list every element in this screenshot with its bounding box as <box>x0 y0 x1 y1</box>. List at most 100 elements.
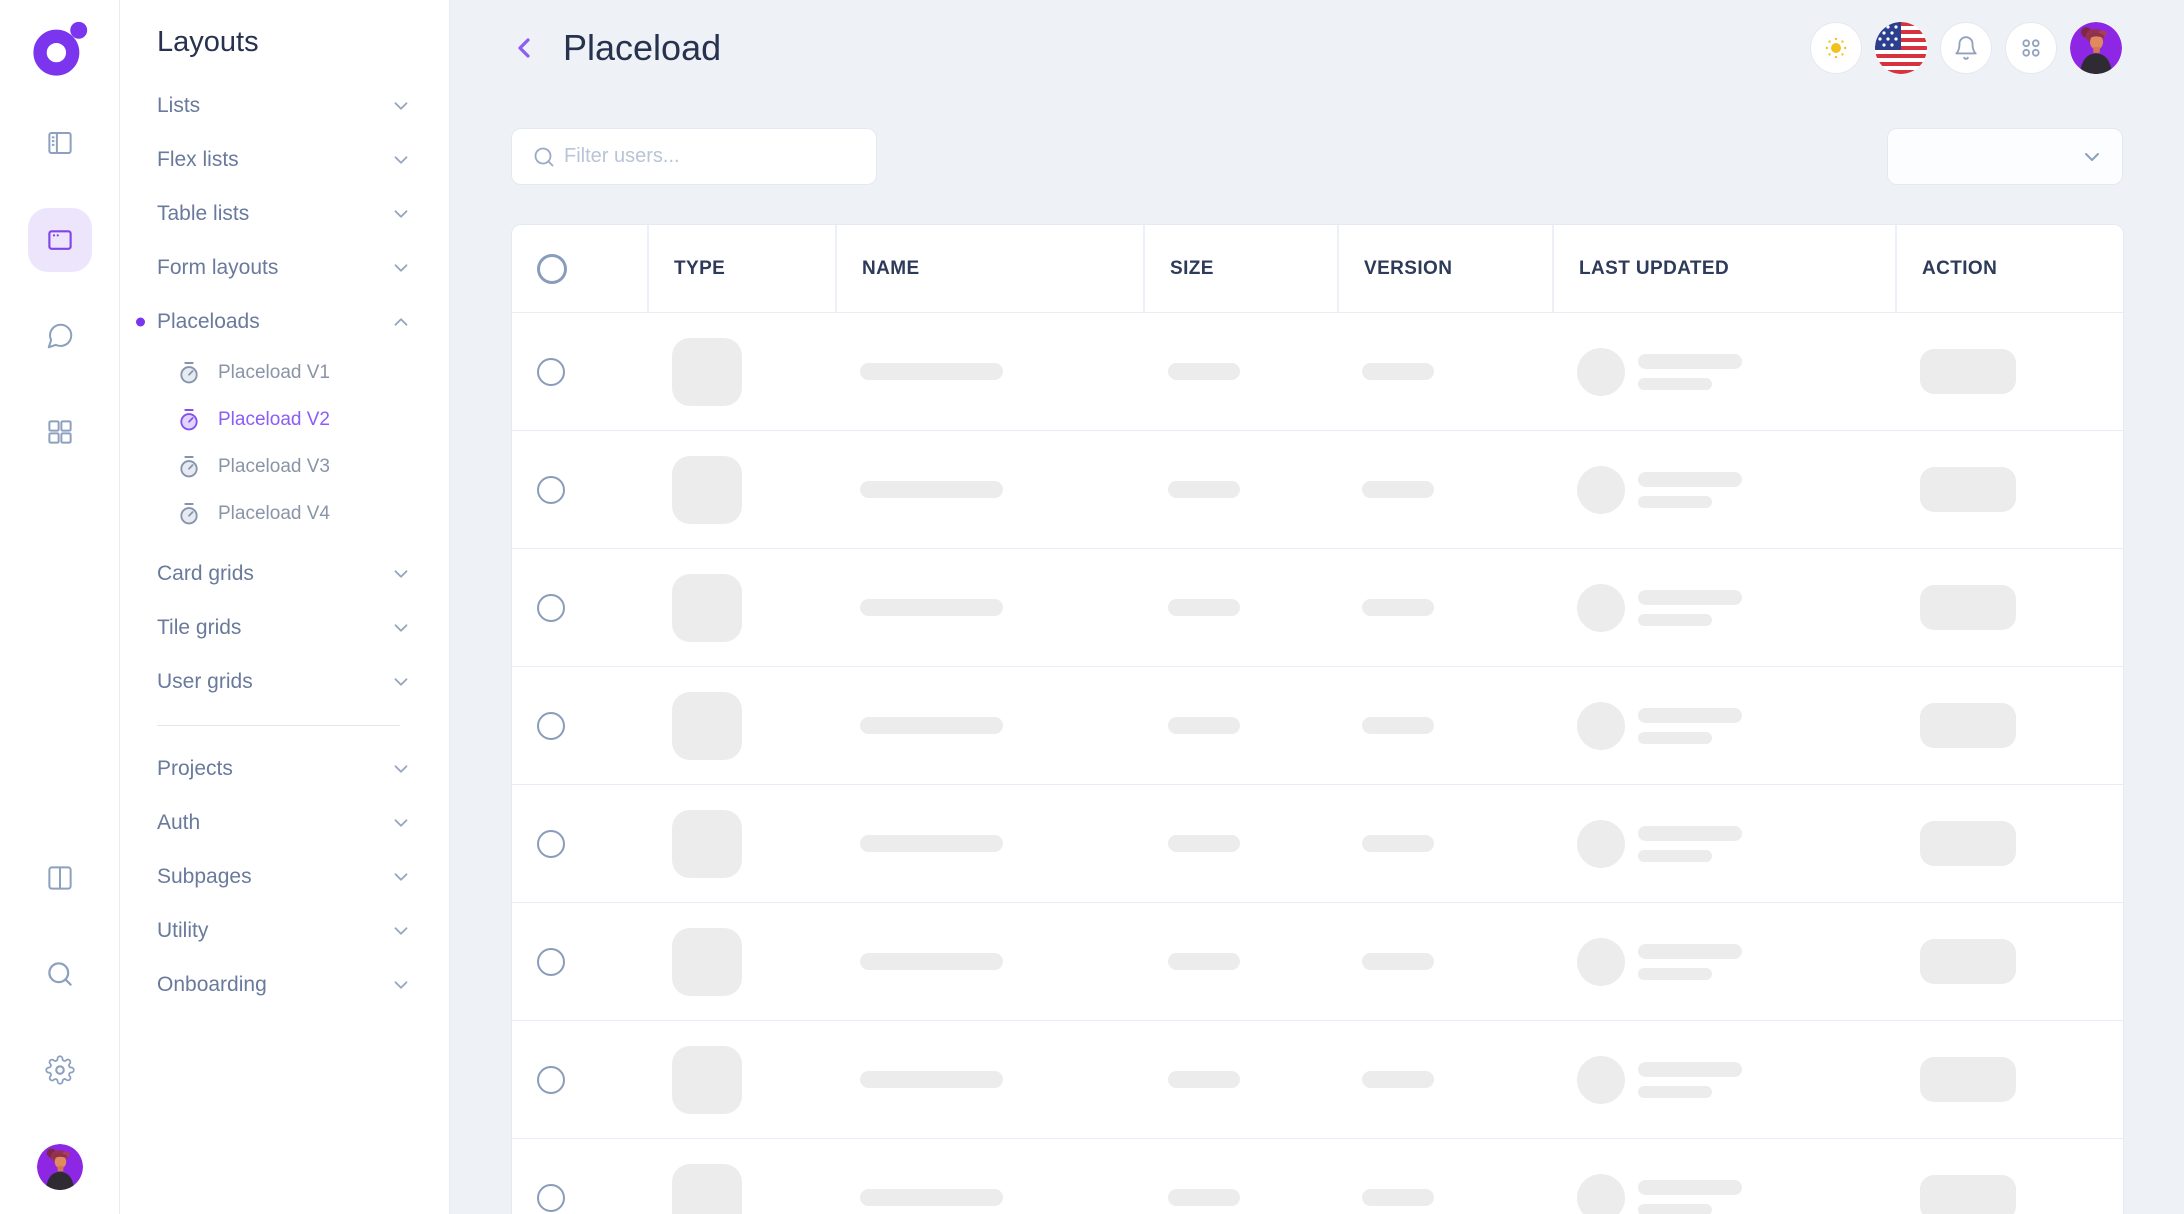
row-select-radio[interactable] <box>537 593 565 622</box>
main-content: Placeload TYPE NAME S <box>450 0 2184 1214</box>
last-updated-cell <box>1552 1021 1895 1138</box>
action-cell <box>1895 431 2123 548</box>
row-select-radio[interactable] <box>537 711 565 740</box>
chat-icon[interactable] <box>36 312 84 360</box>
sidebar-item-placeloads[interactable]: Placeloads <box>136 295 412 349</box>
updated-bars <box>1638 943 1742 980</box>
version-skeleton <box>1362 835 1434 852</box>
column-header-action: ACTION <box>1895 225 2123 312</box>
size-skeleton <box>1168 1071 1240 1088</box>
size-cell <box>1143 549 1337 666</box>
us-flag-icon <box>1875 22 1927 74</box>
layouts-sidebar: Layouts Lists Flex lists Table lists For… <box>120 0 450 1214</box>
sidebar-item-lists[interactable]: Lists <box>157 79 412 133</box>
sidebar-subitem-placeload-v2[interactable]: Placeload V2 <box>176 396 449 443</box>
row-select-radio[interactable] <box>537 357 565 386</box>
row-select-radio[interactable] <box>537 947 565 976</box>
updated-line-skeleton <box>1638 471 1742 487</box>
apps-menu-button[interactable] <box>2005 22 2057 74</box>
updated-bars <box>1638 353 1742 390</box>
sidebar-item-onboarding[interactable]: Onboarding <box>157 958 412 1012</box>
type-cell <box>647 549 835 666</box>
sidebar-item-label: Flex lists <box>157 148 239 171</box>
theme-toggle-button[interactable] <box>1810 22 1862 74</box>
subitem-label: Placeload V1 <box>218 361 330 383</box>
version-skeleton <box>1362 1071 1434 1088</box>
sidebar-item-flex-lists[interactable]: Flex lists <box>157 133 412 187</box>
type-cell <box>647 431 835 548</box>
action-cell <box>1895 313 2123 430</box>
grid-icon[interactable] <box>36 408 84 456</box>
action-cell <box>1895 785 2123 902</box>
row-select-cell <box>512 313 647 430</box>
stopwatch-icon <box>176 360 202 386</box>
version-cell <box>1337 785 1552 902</box>
chevron-down-icon <box>2080 145 2104 169</box>
sidebar-item-label: User grids <box>157 670 253 693</box>
column-header-size: SIZE <box>1143 225 1337 312</box>
avatar-skeleton <box>1577 583 1625 632</box>
size-cell <box>1143 785 1337 902</box>
row-select-radio[interactable] <box>537 475 565 504</box>
row-select-radio[interactable] <box>537 1183 565 1212</box>
sidebar-item-table-lists[interactable]: Table lists <box>157 187 412 241</box>
row-select-radio[interactable] <box>537 1065 565 1094</box>
action-button-skeleton <box>1920 349 2016 394</box>
sidebar-item-form-layouts[interactable]: Form layouts <box>157 241 412 295</box>
rail-avatar[interactable] <box>37 1144 83 1190</box>
action-button-skeleton <box>1920 1057 2016 1102</box>
brand-logo[interactable] <box>31 20 89 78</box>
sidebar-item-projects[interactable]: Projects <box>157 742 412 796</box>
row-select-radio[interactable] <box>537 829 565 858</box>
gear-icon[interactable] <box>36 1046 84 1094</box>
sidebar-subitem-placeload-v3[interactable]: Placeload V3 <box>176 443 449 490</box>
profile-avatar[interactable] <box>2070 22 2122 74</box>
notifications-button[interactable] <box>1940 22 1992 74</box>
panels-icon[interactable] <box>36 119 84 167</box>
placeload-table: TYPE NAME SIZE VERSION LAST UPDATED ACTI… <box>511 224 2124 1214</box>
updated-subline-skeleton <box>1638 849 1712 862</box>
updated-line-skeleton <box>1638 589 1742 605</box>
table-body <box>512 313 2123 1214</box>
filter-dropdown[interactable] <box>1887 128 2123 185</box>
window-icon[interactable] <box>27 208 92 272</box>
size-skeleton <box>1168 835 1240 852</box>
sidebar-item-label: Projects <box>157 757 233 780</box>
last-updated-cell <box>1552 1139 1895 1214</box>
last-updated-cell <box>1552 785 1895 902</box>
table-row <box>512 667 2123 785</box>
active-dot <box>136 317 145 327</box>
name-skeleton <box>860 1189 1003 1206</box>
action-cell <box>1895 903 2123 1020</box>
chevron-down-icon <box>390 866 412 888</box>
search-icon[interactable] <box>36 950 84 998</box>
select-all-radio[interactable] <box>537 253 567 284</box>
last-updated-cell <box>1552 431 1895 548</box>
sidebar-item-card-grids[interactable]: Card grids <box>157 547 412 601</box>
sidebar-item-label: Lists <box>157 94 201 117</box>
size-cell <box>1143 903 1337 1020</box>
sidebar-item-user-grids[interactable]: User grids <box>157 655 412 709</box>
sidebar-item-utility[interactable]: Utility <box>157 904 412 958</box>
filter-users-input[interactable] <box>512 129 876 184</box>
version-skeleton <box>1362 1189 1434 1206</box>
action-button-skeleton <box>1920 821 2016 866</box>
language-selector-button[interactable] <box>1875 22 1927 74</box>
size-skeleton <box>1168 953 1240 970</box>
stopwatch-icon <box>176 454 202 480</box>
sidebar-item-auth[interactable]: Auth <box>157 796 412 850</box>
updated-line-skeleton <box>1638 825 1742 841</box>
sidebar-subitem-placeload-v4[interactable]: Placeload V4 <box>176 490 449 537</box>
sidebar-item-tile-grids[interactable]: Tile grids <box>157 601 412 655</box>
columns-icon[interactable] <box>36 854 84 902</box>
action-button-skeleton <box>1920 585 2016 630</box>
sidebar-subitem-placeload-v1[interactable]: Placeload V1 <box>176 349 449 396</box>
avatar-skeleton <box>1577 819 1625 868</box>
sidebar-item-subpages[interactable]: Subpages <box>157 850 412 904</box>
last-updated-cell <box>1552 313 1895 430</box>
version-skeleton <box>1362 717 1434 734</box>
action-button-skeleton <box>1920 1175 2016 1214</box>
type-skeleton <box>672 337 742 406</box>
back-button[interactable] <box>508 32 540 64</box>
updated-subline-skeleton <box>1638 731 1712 744</box>
